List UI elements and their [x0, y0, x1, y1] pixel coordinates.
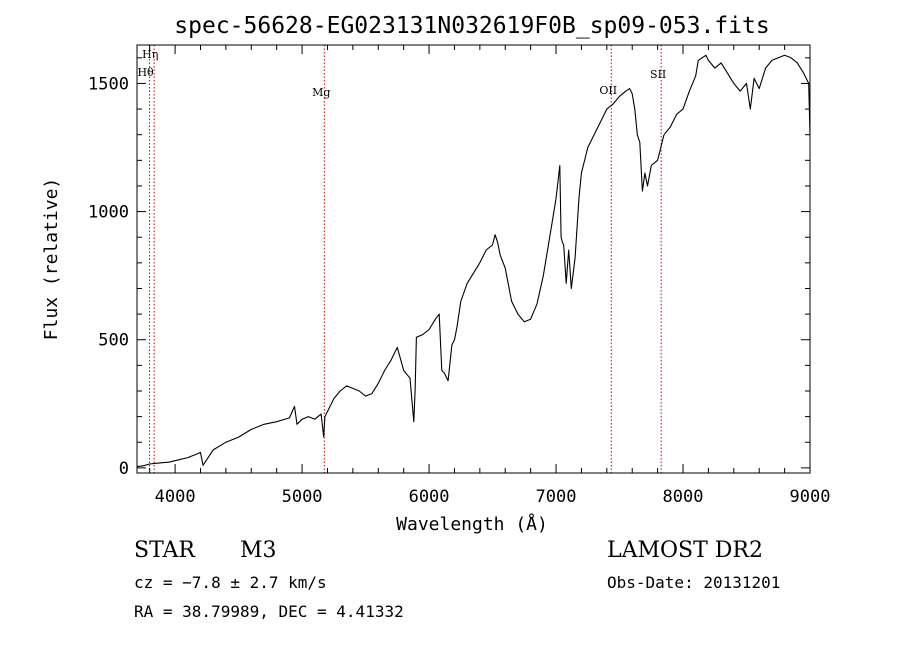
- object-class: STAR: [134, 538, 195, 563]
- y-axis-ticks: 0 500 1000 1500: [88, 57, 810, 479]
- line-marker-label: Hη: [142, 48, 158, 61]
- observation-date: Obs-Date: 20131201: [607, 573, 781, 592]
- y-axis-label: Flux (relative): [41, 178, 62, 341]
- redshift-value: cz = −7.8 ± 2.7 km/s: [134, 573, 327, 592]
- spectrum-series: [136, 54, 811, 468]
- spectral-line-markers: Hη Hθ Mg OII SII: [137, 45, 666, 473]
- x-tick-label: 6000: [409, 487, 450, 507]
- line-marker-label: OII: [599, 84, 617, 97]
- y-tick-label: 500: [98, 331, 129, 351]
- spectrum-line: [136, 54, 811, 468]
- y-tick-label: 0: [119, 459, 129, 479]
- x-axis-ticks: 4000 5000 6000 7000 8000 9000: [149, 45, 831, 507]
- line-marker-label: Mg: [312, 86, 330, 99]
- y-tick-label: 1500: [88, 74, 129, 94]
- plot-frame: [136, 44, 811, 474]
- x-tick-label: 7000: [536, 487, 577, 507]
- survey-name: LAMOST DR2: [607, 538, 763, 563]
- x-tick-label: 4000: [155, 487, 196, 507]
- x-tick-label: 8000: [663, 487, 704, 507]
- coordinates: RA = 38.79989, DEC = 4.41332: [134, 602, 404, 621]
- y-tick-label: 1000: [88, 203, 129, 223]
- line-marker-label: SII: [650, 68, 666, 81]
- line-marker-label: Hθ: [137, 66, 154, 79]
- x-tick-label: 5000: [282, 487, 323, 507]
- x-tick-label: 9000: [790, 487, 831, 507]
- object-subclass: M3: [240, 538, 277, 563]
- x-axis-label: Wavelength (Å): [396, 513, 548, 535]
- chart-title: spec-56628-EG023131N032619F0B_sp09-053.f…: [174, 13, 769, 39]
